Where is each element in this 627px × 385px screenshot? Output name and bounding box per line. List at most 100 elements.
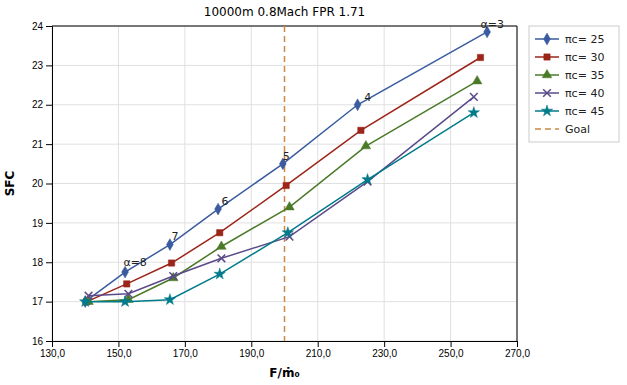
- series-point: [168, 260, 174, 266]
- series-point: [164, 294, 175, 305]
- y-axis-line: [46, 27, 53, 342]
- marks: [80, 26, 491, 341]
- x-tick-mark: [517, 341, 518, 347]
- annotation: 7: [172, 230, 179, 243]
- series-point: [119, 296, 130, 307]
- y-tick: 22: [32, 99, 52, 110]
- legend-label: πc= 30: [565, 51, 604, 64]
- series-point: [80, 296, 91, 307]
- x-tick-mark: [251, 341, 252, 347]
- x-tick: 230,0: [372, 341, 397, 359]
- x-tick-label: 230,0: [372, 348, 397, 359]
- annotation: 6: [221, 195, 228, 208]
- y-tick-label: 20: [32, 178, 44, 189]
- series-point: [285, 202, 295, 210]
- y-tick-mark: [46, 65, 52, 66]
- series-point: [124, 281, 130, 287]
- x-tick: 270,0: [505, 341, 530, 359]
- y-tick-mark: [46, 184, 52, 185]
- series-line: [85, 113, 474, 302]
- x-tick: 130,0: [40, 341, 65, 359]
- x-tick-label: 150,0: [106, 348, 131, 359]
- x-tick: 170,0: [173, 341, 198, 359]
- y-tick-mark: [46, 341, 52, 342]
- legend-item: πc= 25: [535, 33, 604, 46]
- y-axis: 16 17 18 19 20 21 22 23 24: [32, 21, 53, 347]
- series-point: [283, 182, 289, 188]
- legend-marker: [542, 69, 552, 77]
- y-axis-title: SFC: [3, 170, 17, 196]
- series-point: [477, 54, 483, 60]
- legend-label: Goal: [565, 123, 590, 136]
- x-tick: 190,0: [239, 341, 264, 359]
- x-tick-mark: [318, 341, 319, 347]
- grid-line-x: [517, 26, 518, 341]
- x-axis: 130,0 150,0 170,0 190,0 210,0 230,0 250,0 270,0: [40, 341, 530, 359]
- x-axis-line: [53, 342, 518, 348]
- annotation: α=3: [480, 18, 503, 31]
- x-tick-label: 130,0: [40, 348, 65, 359]
- legend-label: πc= 35: [565, 69, 604, 82]
- y-tick-mark: [46, 26, 52, 27]
- x-tick-label: 190,0: [239, 348, 264, 359]
- legend: πc= 25 πc= 30 πc= 35 πc= 40 πc= 45 Goal: [529, 26, 619, 142]
- grid: [52, 26, 517, 341]
- series-point: [214, 268, 225, 279]
- series-point: [354, 99, 361, 111]
- legend-item: Goal: [535, 123, 590, 136]
- title: 10000m 0.8Mach FPR 1.71: [204, 5, 366, 19]
- x-tick-mark: [118, 341, 119, 347]
- y-tick: 21: [32, 139, 52, 150]
- x-tick-mark: [185, 341, 186, 347]
- legend-label: πc= 45: [565, 105, 604, 118]
- series-point: [282, 227, 293, 238]
- legend-marker: [543, 89, 551, 97]
- series-point: [358, 127, 364, 133]
- annotation: α=8: [123, 256, 146, 269]
- y-tick-mark: [46, 223, 52, 224]
- y-tick: 19: [32, 218, 52, 229]
- series-point: [468, 107, 479, 118]
- y-tick: 24: [32, 21, 52, 32]
- legend-item: πc= 40: [535, 87, 604, 100]
- annotation: 4: [364, 91, 371, 104]
- grid-line-y: [52, 65, 517, 66]
- series-line: [89, 81, 478, 302]
- legend-label: πc= 25: [565, 33, 604, 46]
- x-tick: 210,0: [306, 341, 331, 359]
- y-tick-label: 16: [32, 336, 44, 347]
- grid-line-y: [52, 104, 517, 105]
- legend-marker: [541, 105, 552, 116]
- legend-item: πc= 30: [535, 51, 604, 64]
- series-line: [89, 97, 474, 296]
- series-point: [125, 290, 133, 298]
- legend-frame: [529, 26, 619, 142]
- series-line: [87, 58, 481, 302]
- y-tick: 16: [32, 336, 52, 347]
- legend-label: πc= 40: [565, 87, 604, 100]
- series-point: [472, 76, 482, 84]
- legend-item: πc= 45: [535, 105, 604, 118]
- y-tick-label: 18: [32, 257, 44, 268]
- y-tick-label: 22: [32, 99, 44, 110]
- y-tick-mark: [46, 105, 52, 106]
- grid-line-y: [52, 222, 517, 223]
- y-tick-label: 23: [32, 60, 44, 71]
- series-point: [361, 141, 371, 149]
- y-tick-label: 17: [32, 296, 44, 307]
- series-point: [169, 272, 177, 280]
- y-tick-label: 19: [32, 218, 44, 229]
- y-tick: 17: [32, 296, 52, 307]
- x-tick-mark: [451, 341, 452, 347]
- x-axis-title: F/ṁ₀: [269, 366, 299, 380]
- y-tick: 20: [32, 178, 52, 189]
- x-tick: 150,0: [106, 341, 131, 359]
- frame-right: [517, 26, 518, 341]
- x-tick: 250,0: [439, 341, 464, 359]
- annotation: 5: [283, 150, 290, 163]
- series-line: [85, 32, 487, 302]
- series-point: [218, 254, 226, 262]
- x-tick-label: 210,0: [306, 348, 331, 359]
- annotations: α=3 4 5 6 7 α=8: [123, 18, 504, 269]
- legend-marker: [544, 33, 551, 45]
